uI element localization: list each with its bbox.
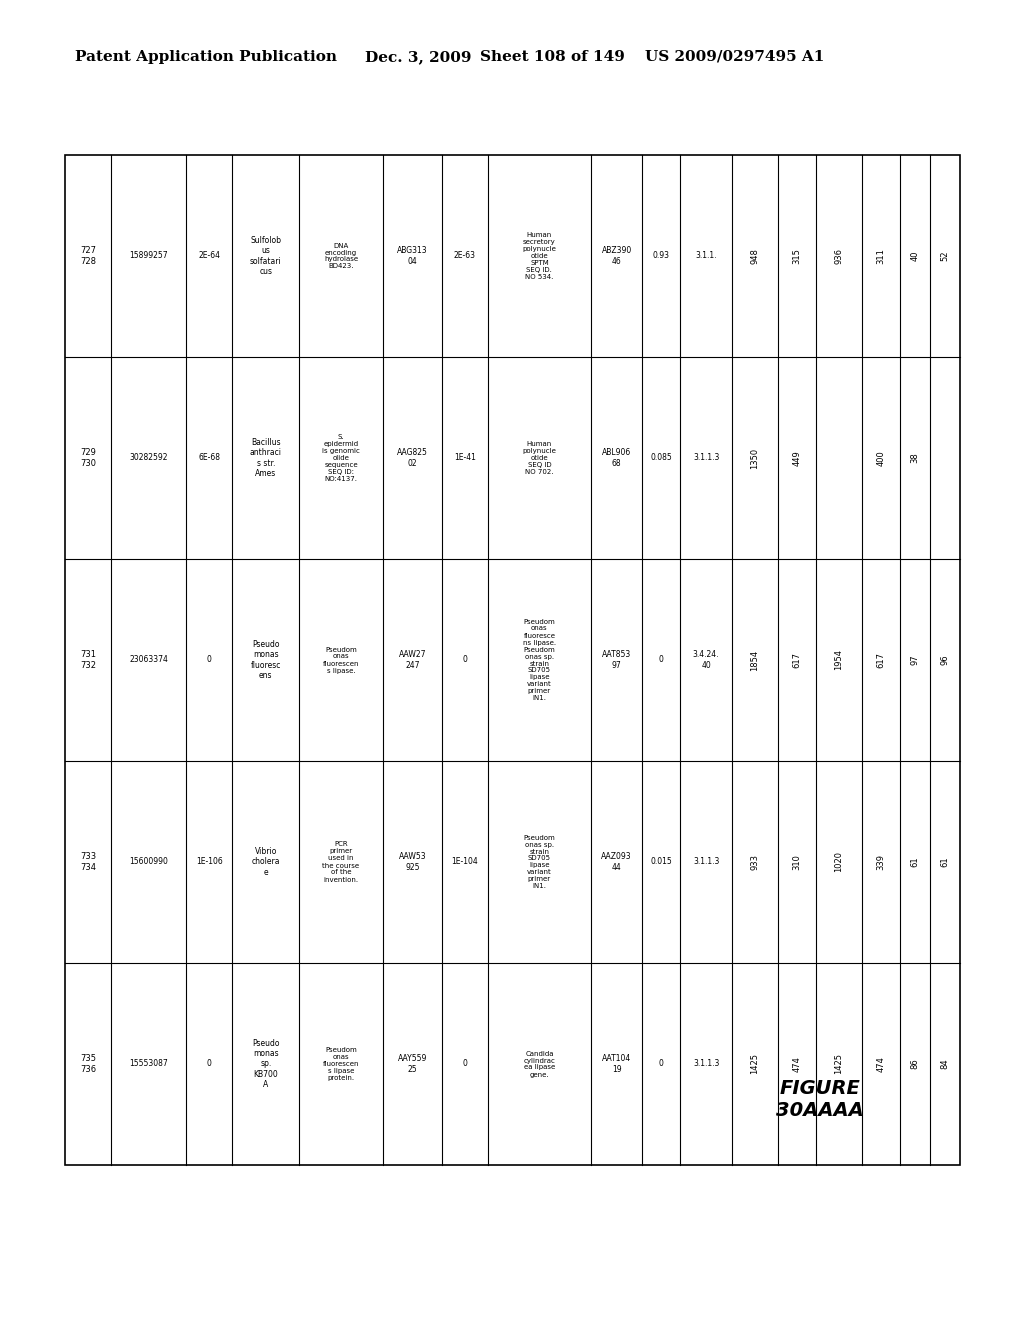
Text: 1954: 1954: [835, 649, 844, 671]
Text: AAW27
247: AAW27 247: [398, 651, 426, 669]
Text: Sheet 108 of 149: Sheet 108 of 149: [480, 50, 625, 63]
Text: 936: 936: [835, 248, 844, 264]
Text: 933: 933: [751, 854, 760, 870]
Text: 735
736: 735 736: [80, 1055, 96, 1073]
Text: Pseudom
onas sp.
strain
SD705
lipase
variant
primer
IN1.: Pseudom onas sp. strain SD705 lipase var…: [523, 834, 555, 890]
Text: 3.1.1.3: 3.1.1.3: [693, 858, 719, 866]
Text: AAT104
19: AAT104 19: [602, 1055, 631, 1073]
Text: Dec. 3, 2009: Dec. 3, 2009: [365, 50, 471, 63]
Text: AAY559
25: AAY559 25: [397, 1055, 427, 1073]
Text: 2E-63: 2E-63: [454, 252, 476, 260]
Text: 2E-64: 2E-64: [199, 252, 220, 260]
Text: PCR
primer
used in
the course
of the
invention.: PCR primer used in the course of the inv…: [323, 842, 359, 883]
Text: 15899257: 15899257: [129, 252, 168, 260]
Text: AAG825
02: AAG825 02: [397, 449, 428, 467]
Text: Candida
cylindrac
ea lipase
gene.: Candida cylindrac ea lipase gene.: [523, 1051, 555, 1077]
Text: 0.085: 0.085: [650, 454, 673, 462]
Text: Vibrio
cholera
e: Vibrio cholera e: [252, 847, 280, 876]
Text: 0: 0: [207, 656, 212, 664]
Text: 1425: 1425: [751, 1053, 760, 1074]
Text: 310: 310: [793, 854, 802, 870]
Text: AAW53
925: AAW53 925: [398, 853, 426, 871]
Text: 1E-106: 1E-106: [196, 858, 222, 866]
Text: 3.1.1.3: 3.1.1.3: [693, 454, 719, 462]
Text: 1E-41: 1E-41: [454, 454, 476, 462]
Text: 61: 61: [910, 857, 920, 867]
Text: AAZ093
44: AAZ093 44: [601, 853, 632, 871]
Text: US 2009/0297495 A1: US 2009/0297495 A1: [645, 50, 824, 63]
Bar: [65, 154, 961, 1166]
Text: 0: 0: [463, 656, 467, 664]
Text: 38: 38: [910, 453, 920, 463]
Text: 15553087: 15553087: [129, 1060, 168, 1068]
Text: Pseudo
monas
sp.
KB700
A: Pseudo monas sp. KB700 A: [252, 1039, 280, 1089]
Text: 6E-68: 6E-68: [199, 454, 220, 462]
Text: 1425: 1425: [835, 1053, 844, 1074]
Text: Sulfolob
us
solfatari
cus: Sulfolob us solfatari cus: [250, 236, 282, 276]
Text: 97: 97: [910, 655, 920, 665]
Text: 449: 449: [793, 450, 802, 466]
Text: ABL906
68: ABL906 68: [602, 449, 631, 467]
Text: Human
secretory
polynucle
otide
SPTM
SEQ ID.
NO 534.: Human secretory polynucle otide SPTM SEQ…: [522, 232, 556, 280]
Text: 1E-104: 1E-104: [452, 858, 478, 866]
Text: FIGURE
30AAAA: FIGURE 30AAAA: [776, 1080, 864, 1121]
Text: 474: 474: [793, 1056, 802, 1072]
Text: 84: 84: [940, 1059, 949, 1069]
Text: 40: 40: [910, 251, 920, 261]
Text: 1350: 1350: [751, 447, 760, 469]
Text: 0: 0: [659, 656, 664, 664]
Text: AAT853
97: AAT853 97: [602, 651, 631, 669]
Text: 339: 339: [877, 854, 886, 870]
Text: Human
polynucle
otide
SEQ ID
NO 702.: Human polynucle otide SEQ ID NO 702.: [522, 441, 556, 475]
Text: DNA
encoding
hydrolase
BD423.: DNA encoding hydrolase BD423.: [324, 243, 358, 269]
Text: 0.93: 0.93: [653, 252, 670, 260]
Text: S.
epidermid
is genomic
olide
sequence
SEQ ID:
NO:4137.: S. epidermid is genomic olide sequence S…: [323, 434, 360, 482]
Text: 474: 474: [877, 1056, 886, 1072]
Text: 52: 52: [940, 251, 949, 261]
Text: Pseudom
onas
fluorescen
s lipase
protein.: Pseudom onas fluorescen s lipase protein…: [323, 1047, 359, 1081]
Text: 1854: 1854: [751, 649, 760, 671]
Text: ABG313
04: ABG313 04: [397, 247, 428, 265]
Text: 617: 617: [877, 652, 886, 668]
Text: 3.1.1.: 3.1.1.: [695, 252, 717, 260]
Text: 23063374: 23063374: [129, 656, 168, 664]
Text: 400: 400: [877, 450, 886, 466]
Text: 731
732: 731 732: [80, 651, 96, 669]
Text: Patent Application Publication: Patent Application Publication: [75, 50, 337, 63]
Text: 30282592: 30282592: [129, 454, 168, 462]
Text: 86: 86: [910, 1059, 920, 1069]
Text: 0: 0: [463, 1060, 467, 1068]
Text: Pseudom
onas
fluoresce
ns lipase.
Pseudom
onas sp.
strain
SD705
lipase
variant
p: Pseudom onas fluoresce ns lipase. Pseudo…: [523, 619, 556, 701]
Text: Bacillus
anthraci
s str.
Ames: Bacillus anthraci s str. Ames: [250, 438, 282, 478]
Text: 15600990: 15600990: [129, 858, 168, 866]
Text: 315: 315: [793, 248, 802, 264]
Text: 617: 617: [793, 652, 802, 668]
Text: Pseudom
onas
fluorescen
s lipase.: Pseudom onas fluorescen s lipase.: [323, 647, 359, 673]
Text: 1020: 1020: [835, 851, 844, 873]
Text: 311: 311: [877, 248, 886, 264]
Text: 948: 948: [751, 248, 760, 264]
Text: 0: 0: [207, 1060, 212, 1068]
Text: 733
734: 733 734: [80, 853, 96, 871]
Text: 96: 96: [940, 655, 949, 665]
Text: 727
728: 727 728: [80, 247, 96, 265]
Text: 61: 61: [940, 857, 949, 867]
Text: 0: 0: [659, 1060, 664, 1068]
Text: 3.4.24.
40: 3.4.24. 40: [693, 651, 720, 669]
Text: Pseudo
monas
fluoresc
ens: Pseudo monas fluoresc ens: [251, 640, 281, 680]
Text: ABZ390
46: ABZ390 46: [601, 247, 632, 265]
Text: 729
730: 729 730: [80, 449, 96, 467]
Text: 0.015: 0.015: [650, 858, 673, 866]
Text: 3.1.1.3: 3.1.1.3: [693, 1060, 719, 1068]
